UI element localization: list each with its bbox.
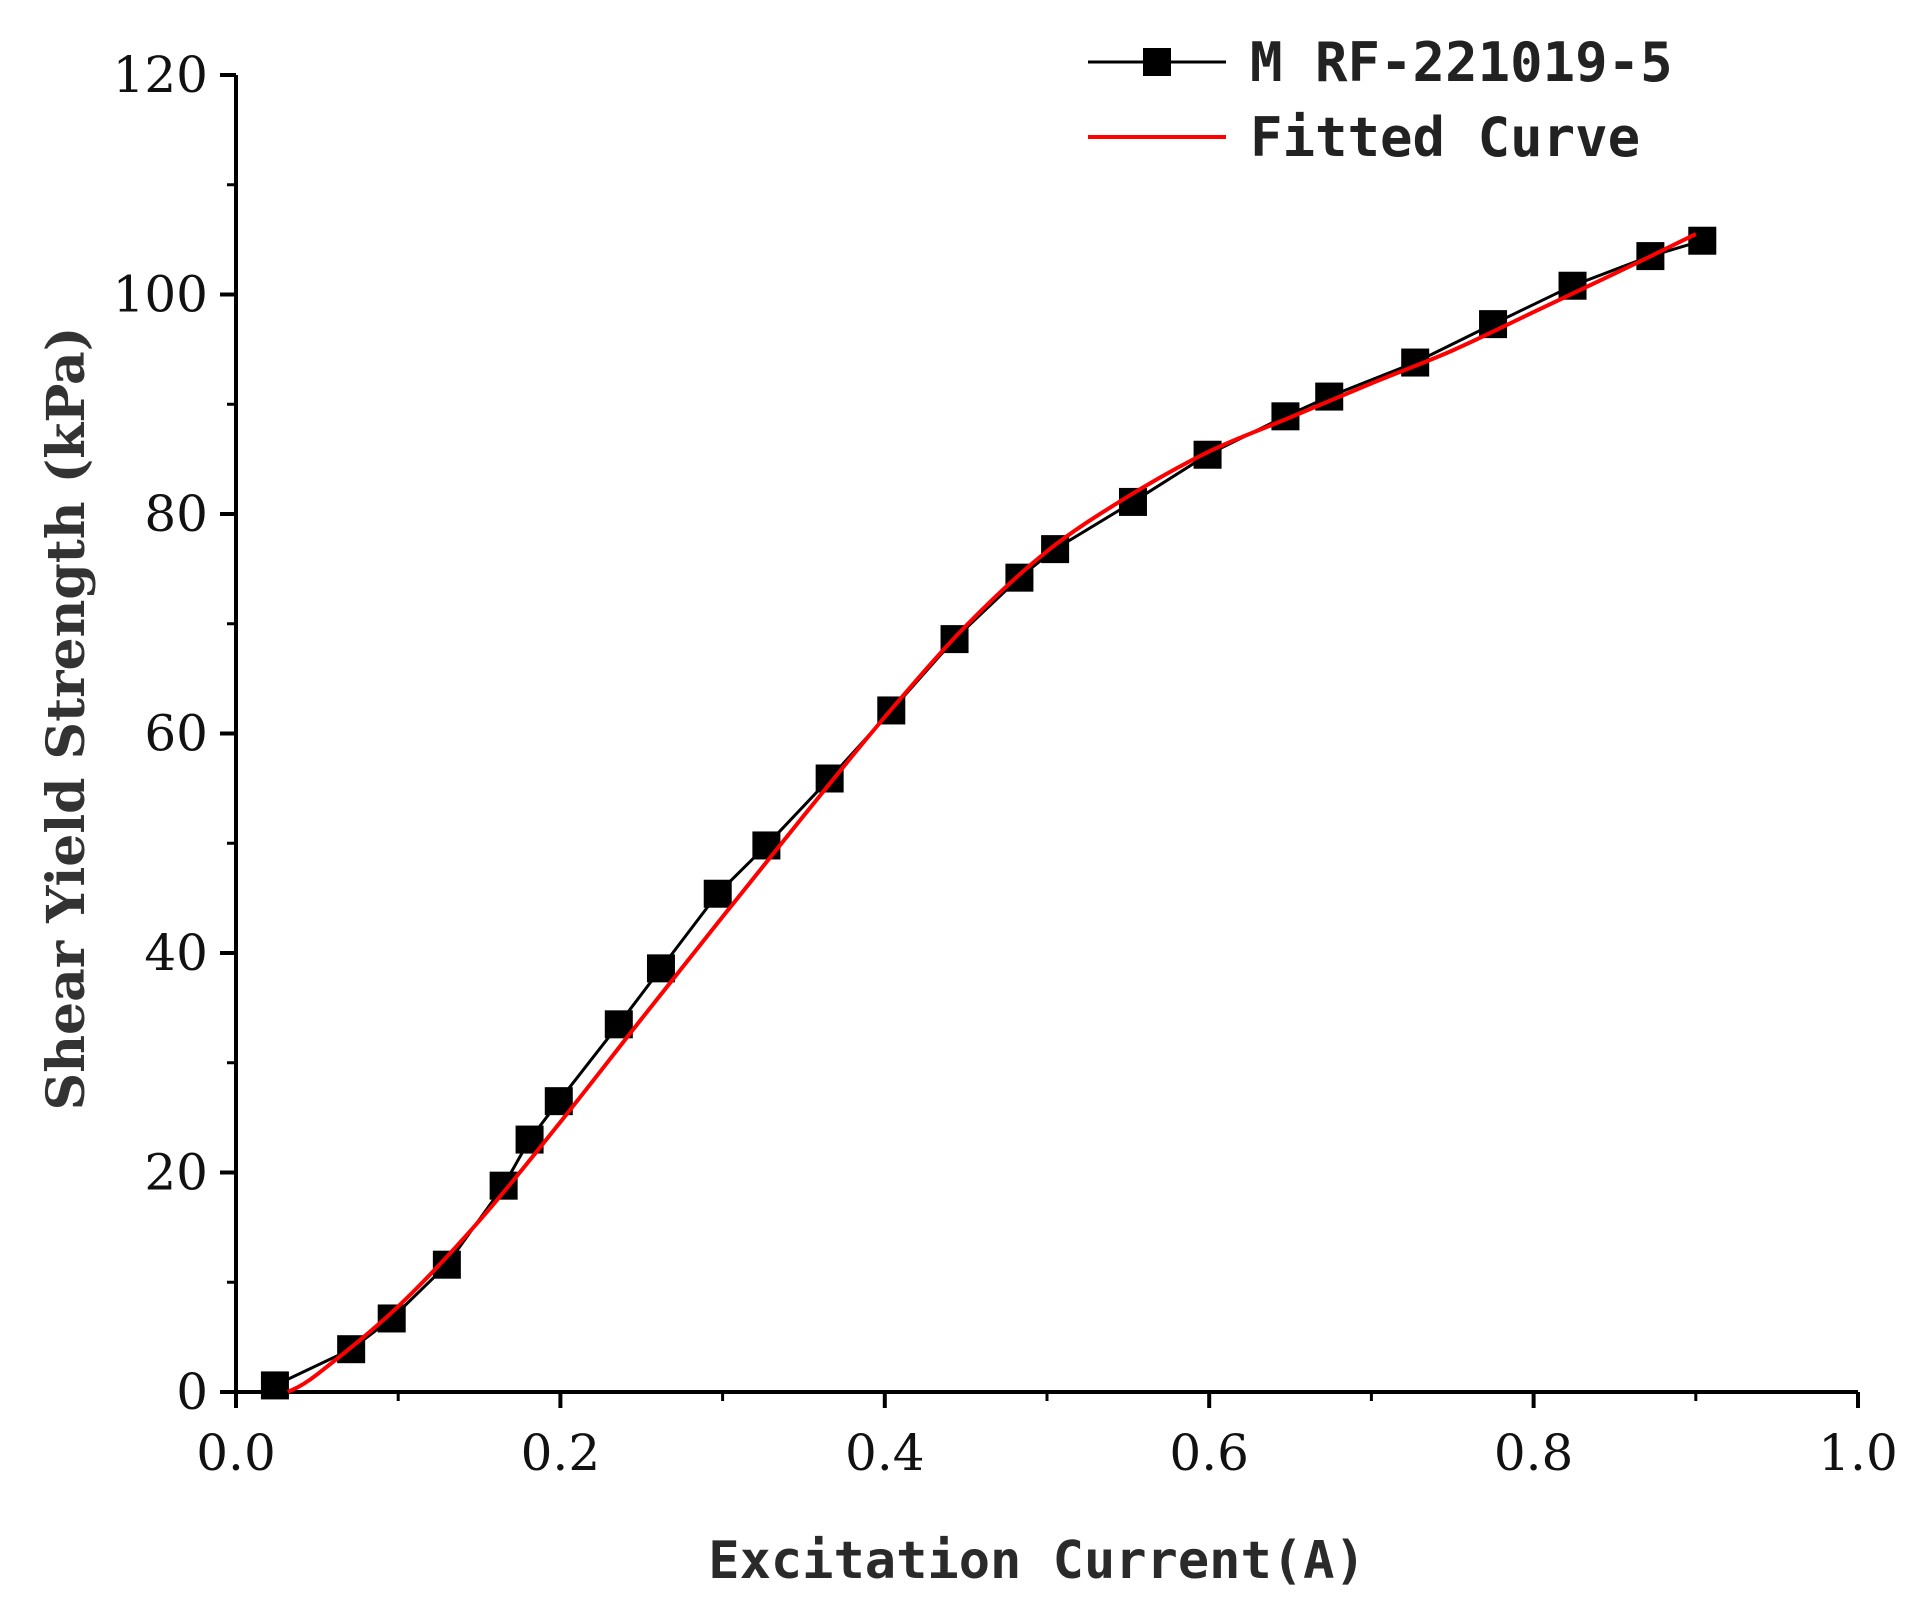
data-point-marker bbox=[1193, 440, 1222, 469]
legend-marker-square bbox=[1143, 48, 1171, 76]
data-point-marker bbox=[489, 1171, 518, 1200]
x-tick-label: 0.4 bbox=[845, 1424, 925, 1482]
x-axis-title: Excitation Current(A) bbox=[708, 1531, 1365, 1591]
y-tick-label: 0 bbox=[176, 1363, 208, 1421]
data-point-marker bbox=[260, 1371, 289, 1400]
data-point-marker bbox=[1688, 226, 1717, 255]
x-tick-labels: 0.0 0.2 0.4 0.6 0.8 1.0 bbox=[196, 1424, 1898, 1482]
data-point-marker bbox=[752, 831, 781, 860]
fitted-curve-line bbox=[286, 232, 1697, 1394]
legend-label-fit: Fitted Curve bbox=[1250, 106, 1640, 169]
data-point-marker bbox=[703, 879, 732, 908]
x-ticks bbox=[234, 1392, 1860, 1408]
y-tick-label: 80 bbox=[144, 485, 208, 543]
y-tick-label: 120 bbox=[113, 46, 208, 104]
x-tick-label: 1.0 bbox=[1818, 1424, 1898, 1482]
y-tick-label: 20 bbox=[144, 1144, 208, 1202]
y-tick-labels: 0 20 40 60 80 100 120 bbox=[113, 46, 208, 1421]
x-tick-label: 0.8 bbox=[1494, 1424, 1574, 1482]
data-point-marker bbox=[1479, 310, 1508, 339]
y-tick-label: 100 bbox=[113, 266, 208, 324]
y-tick-label: 60 bbox=[144, 705, 208, 763]
x-tick-label: 0.0 bbox=[196, 1424, 276, 1482]
data-series-line bbox=[274, 239, 1703, 1387]
x-tick-label: 0.6 bbox=[1169, 1424, 1249, 1482]
series-layer bbox=[260, 226, 1717, 1400]
y-tick-label: 40 bbox=[144, 924, 208, 982]
data-point-marker bbox=[377, 1304, 406, 1333]
y-ticks bbox=[220, 73, 236, 1394]
legend-label-data: M RF-221019-5 bbox=[1250, 31, 1673, 94]
x-tick-label: 0.2 bbox=[521, 1424, 601, 1482]
data-point-marker bbox=[646, 954, 675, 983]
y-axis-title: Shear Yield Strength (kPa) bbox=[36, 327, 97, 1111]
legend: M RF-221019-5 Fitted Curve bbox=[1088, 31, 1673, 169]
